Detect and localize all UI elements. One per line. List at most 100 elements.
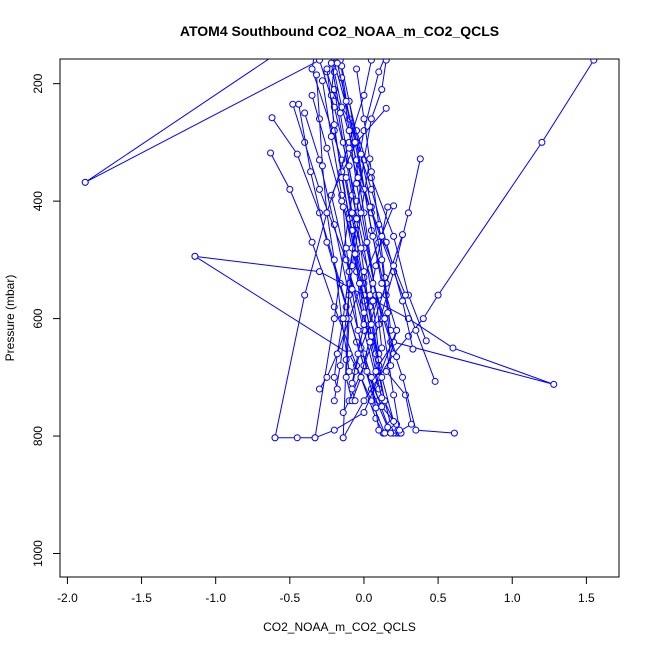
x-axis-label: CO2_NOAA_m_CO2_QCLS	[263, 620, 416, 634]
data-point	[375, 68, 383, 76]
data-point	[378, 403, 386, 411]
y-tick-label: 600	[31, 308, 45, 328]
data-point	[356, 279, 364, 287]
data-point	[330, 256, 338, 264]
y-tick-label: 400	[31, 191, 45, 211]
data-point	[333, 59, 341, 67]
data-point	[384, 423, 392, 431]
data-point	[338, 168, 346, 176]
series-34	[330, 221, 361, 393]
data-point	[378, 373, 386, 381]
data-point	[308, 65, 316, 73]
data-point	[367, 320, 375, 328]
data-point	[315, 185, 323, 193]
data-point	[345, 144, 353, 152]
data-point	[363, 367, 371, 375]
data-point	[381, 315, 389, 323]
data-point	[409, 345, 417, 353]
data-point	[338, 197, 346, 205]
series-line	[311, 95, 380, 360]
data-point	[416, 155, 424, 163]
series-37	[351, 250, 386, 402]
data-point	[353, 65, 361, 73]
data-point	[412, 326, 420, 334]
data-point	[357, 373, 365, 381]
data-point	[348, 379, 356, 387]
data-point	[363, 238, 371, 246]
data-point	[360, 91, 368, 99]
data-point	[271, 434, 279, 442]
data-point	[327, 59, 335, 67]
data-point	[382, 104, 390, 112]
data-point	[367, 59, 375, 64]
series-layer	[81, 59, 598, 442]
data-point	[330, 127, 338, 135]
x-tick-label: -1.0	[205, 591, 226, 605]
data-point	[434, 291, 442, 299]
x-axis: -2.0 -1.5 -1.0 -0.5 0.0 0.5 1.0 1.5	[57, 576, 595, 605]
data-point	[318, 162, 326, 170]
data-point	[367, 174, 375, 182]
data-point	[267, 149, 275, 157]
data-point	[323, 373, 331, 381]
data-point	[360, 397, 368, 405]
data-point	[327, 91, 335, 99]
data-point	[330, 397, 338, 405]
data-point	[412, 426, 420, 434]
data-point	[357, 209, 365, 217]
data-point	[336, 109, 344, 117]
data-point	[354, 350, 362, 358]
data-point	[399, 373, 407, 381]
data-point	[390, 202, 398, 210]
data-point	[345, 127, 353, 135]
data-point	[333, 350, 341, 358]
data-point	[393, 353, 401, 361]
data-point	[401, 291, 409, 299]
series-27	[353, 65, 395, 334]
x-tick-label: 0.5	[430, 591, 447, 605]
data-point	[375, 426, 383, 434]
series-line	[348, 148, 406, 296]
data-point	[339, 434, 347, 442]
x-tick-label: 1.5	[578, 591, 595, 605]
series-9	[81, 59, 404, 434]
data-point	[367, 168, 375, 176]
series-line	[354, 253, 383, 398]
data-point	[384, 203, 392, 211]
data-point	[348, 209, 356, 217]
data-point	[354, 174, 362, 182]
series-line	[345, 177, 398, 357]
data-point	[348, 285, 356, 293]
data-point	[378, 394, 386, 402]
data-point	[351, 250, 359, 258]
series-line	[333, 158, 371, 401]
data-point	[339, 315, 347, 323]
data-point	[354, 326, 362, 334]
data-point	[381, 273, 389, 281]
data-point	[318, 77, 326, 85]
x-tick-label: -1.5	[131, 591, 152, 605]
series-41	[342, 174, 401, 361]
data-point	[369, 232, 377, 240]
data-point	[327, 133, 335, 141]
data-point	[342, 373, 350, 381]
data-point	[360, 409, 368, 417]
series-line	[348, 101, 392, 366]
series-line	[274, 60, 372, 438]
data-point	[449, 344, 457, 352]
data-point	[375, 385, 383, 393]
data-point	[286, 185, 294, 193]
data-point	[387, 362, 395, 370]
data-point	[311, 434, 319, 442]
data-point	[396, 426, 404, 434]
data-point	[293, 434, 301, 442]
data-point	[431, 377, 439, 385]
series-33	[330, 155, 374, 405]
data-point	[419, 315, 427, 323]
x-tick-label: -0.5	[279, 591, 300, 605]
data-point	[315, 59, 323, 64]
data-point	[330, 426, 338, 434]
data-point	[339, 203, 347, 211]
data-point	[333, 385, 341, 393]
data-point	[367, 115, 375, 123]
